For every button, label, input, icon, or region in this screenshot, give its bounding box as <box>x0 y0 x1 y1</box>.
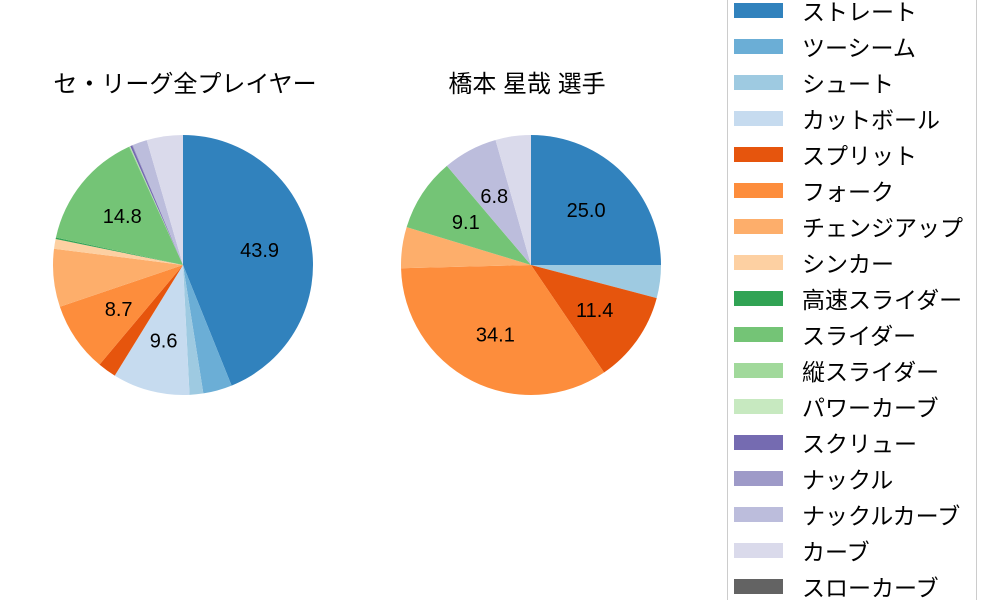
pie-wedge <box>114 265 190 396</box>
pie-wedge <box>531 265 657 373</box>
wedge-value-label: 9.6 <box>150 331 178 353</box>
legend-item: 高速スライダー <box>734 280 962 316</box>
pie-wedge <box>446 139 531 265</box>
legend-color-swatch <box>734 182 783 198</box>
legend-item-label: ストレート <box>802 0 917 25</box>
legend-item: シュート <box>734 64 894 100</box>
wedge-value-label: 25.0 <box>567 200 606 222</box>
pie-wedge <box>183 265 204 395</box>
legend-color-swatch <box>734 434 783 450</box>
pie-wedge <box>146 135 183 265</box>
legend-color-swatch <box>734 578 783 594</box>
legend-item-label: チェンジアップ <box>802 215 963 241</box>
legend-item: スクリュー <box>734 424 917 460</box>
legend-color-swatch <box>734 362 783 378</box>
pie-wedge <box>183 135 314 386</box>
legend-item: カットボール <box>734 100 940 136</box>
legend-item-label: シュート <box>802 71 894 97</box>
legend-item-label: カーブ <box>802 539 870 565</box>
wedge-value-label: 8.7 <box>105 299 133 321</box>
pie-wedge <box>406 165 531 265</box>
legend-item: フォーク <box>734 172 894 208</box>
pie-chart-right: 25.0 11.4 34.1 9.16.8 <box>400 135 661 395</box>
legend-item: ナックルカーブ <box>734 496 960 532</box>
legend-item-label: シンカー <box>802 251 894 277</box>
pie-wedge <box>54 239 183 265</box>
legend-color-swatch <box>734 2 783 18</box>
legend-color-swatch <box>734 38 783 54</box>
pie-wedge <box>401 265 605 395</box>
legend-item-label: パワーカーブ <box>802 395 939 421</box>
legend-item-label: スライダー <box>802 323 917 349</box>
legend-item-label: ツーシーム <box>802 35 916 61</box>
legend-item-label: ナックル <box>802 467 894 493</box>
legend-color-swatch <box>734 542 783 558</box>
wedge-value-label: 34.1 <box>476 324 515 346</box>
chart-title-right: 橋本 星哉 選手 <box>448 71 606 98</box>
legend-item-label: 縦スライダー <box>802 359 940 385</box>
legend-color-swatch <box>734 398 783 414</box>
chart-title-left: セ・リーグ全プレイヤー <box>53 71 317 98</box>
pie-wedge <box>99 265 183 376</box>
pie-wedge <box>400 227 531 269</box>
pie-wedge <box>55 146 183 265</box>
legend-color-swatch <box>734 146 783 162</box>
pie-wedge <box>53 248 183 307</box>
pie-wedge <box>531 265 661 299</box>
legend-item: スプリット <box>734 136 917 172</box>
legend-item: シンカー <box>734 244 894 280</box>
wedge-value-label: 43.9 <box>240 240 279 262</box>
legend-color-swatch <box>734 74 783 90</box>
legend-item-label: スローカーブ <box>802 575 939 600</box>
pie-wedge <box>55 237 184 265</box>
pie-wedge <box>129 146 183 265</box>
legend-item-label: ナックルカーブ <box>802 503 961 529</box>
legend-item: ツーシーム <box>734 28 916 64</box>
wedge-value-label: 14.8 <box>103 206 142 228</box>
legend-item: チェンジアップ <box>734 208 963 244</box>
legend-item: 縦スライダー <box>734 352 939 388</box>
pie-wedge <box>531 135 661 265</box>
legend-item-label: スクリュー <box>802 431 917 457</box>
pie-chart-left: 43.9 9.6 8.7 14.8 <box>53 135 314 396</box>
legend-item: スライダー <box>734 316 916 352</box>
legend-color-swatch <box>734 326 783 342</box>
legend-item: カーブ <box>734 532 870 568</box>
legend-item-label: カットボール <box>802 107 940 133</box>
pie-wedge <box>495 135 531 265</box>
legend-item-label: スプリット <box>802 143 917 169</box>
legend-color-swatch <box>734 218 783 234</box>
pie-wedge <box>130 145 183 265</box>
legend-color-swatch <box>734 470 783 486</box>
pie-wedge <box>129 146 183 265</box>
legend-item: パワーカーブ <box>734 388 939 424</box>
legend-color-swatch <box>734 290 783 306</box>
wedge-value-label: 11.4 <box>576 300 613 322</box>
wedge-value-label: 6.8 <box>480 186 508 208</box>
legend: ストレートツーシームシュートカットボール スプリットフォークチェンジアップ シンカー… <box>727 0 977 600</box>
wedge-value-label: 9.1 <box>452 212 480 234</box>
legend-item-label: フォーク <box>802 179 894 205</box>
legend-color-swatch <box>734 506 783 522</box>
legend-item: ストレート <box>734 0 917 28</box>
legend-item: ナックル <box>734 460 893 496</box>
legend-item-label: 高速スライダー <box>802 287 963 313</box>
pie-wedge <box>183 265 232 394</box>
legend-color-swatch <box>734 110 783 126</box>
pie-wedge <box>132 145 183 265</box>
legend-item: スローカーブ <box>734 568 939 600</box>
pie-wedge <box>132 140 183 265</box>
pie-wedge <box>59 265 183 365</box>
legend-color-swatch <box>734 254 783 270</box>
